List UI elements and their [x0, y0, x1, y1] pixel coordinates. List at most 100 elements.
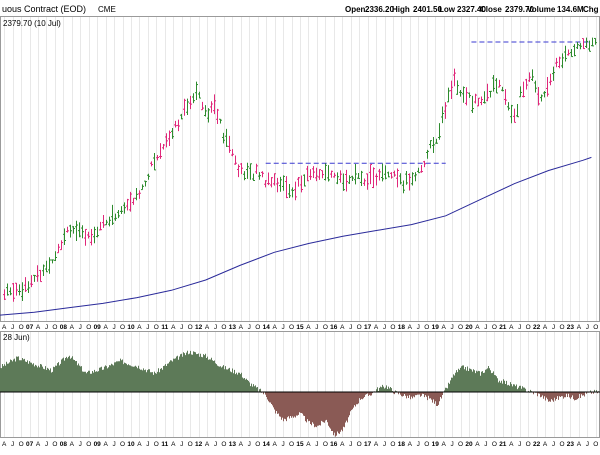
x-tick-label: J: [11, 324, 14, 331]
price-bar: [549, 73, 552, 86]
price-bar: [333, 172, 336, 178]
x-tick-label: A: [441, 441, 446, 448]
price-bar: [237, 164, 240, 178]
price-bar: [537, 87, 540, 106]
indicator-grid: [4, 332, 597, 437]
price-bar: [294, 181, 297, 201]
x-tick-label: J: [281, 441, 284, 448]
price-bar: [591, 37, 594, 47]
x-tick-label: A: [70, 324, 75, 331]
x-tick-label: A: [475, 324, 480, 331]
price-bar: [117, 209, 120, 219]
price-bar: [177, 119, 180, 132]
x-tick-label: 07: [26, 324, 34, 331]
price-bar: [546, 77, 549, 97]
x-tick-label: A: [543, 324, 548, 331]
x-tick-label: J: [79, 324, 82, 331]
x-tick-label: A: [340, 324, 345, 331]
price-bar: [132, 197, 135, 205]
x-tick-label: O: [154, 324, 159, 331]
moving-average-line: [0, 156, 592, 316]
chart-title: uous Contract (EOD): [2, 4, 86, 14]
x-tick-label: 08: [60, 324, 68, 331]
x-tick-label: O: [19, 324, 24, 331]
price-bar: [465, 87, 468, 106]
moving-average-layer: [0, 156, 592, 316]
price-bar: [435, 138, 438, 144]
price-bar: [192, 93, 195, 104]
x-tick-label: O: [289, 441, 294, 448]
price-bar: [114, 213, 117, 221]
low-label: Low: [439, 5, 456, 14]
x-tick-label: O: [559, 441, 564, 448]
price-bar: [39, 269, 42, 283]
x-tick-label: O: [424, 441, 429, 448]
price-bar: [129, 191, 132, 212]
price-bar: [360, 170, 363, 187]
x-tick-label: O: [458, 441, 463, 448]
x-tick-label: J: [248, 441, 251, 448]
price-bar: [42, 264, 45, 277]
price-bar: [543, 91, 546, 98]
x-tick-label: J: [552, 324, 555, 331]
price-bar: [162, 144, 165, 150]
price-bar: [501, 86, 504, 92]
price-bar: [207, 108, 210, 123]
price-bar: [375, 173, 378, 186]
x-tick-label: J: [450, 324, 453, 331]
x-tick-label: O: [52, 324, 57, 331]
x-tick-label: A: [408, 324, 413, 331]
x-tick-label: 16: [330, 324, 338, 331]
price-bar: [66, 226, 69, 233]
price-bar: [48, 257, 51, 274]
price-bar: [552, 66, 555, 81]
price-bar: [432, 137, 435, 154]
x-tick-label: 08: [60, 441, 68, 448]
price-bar: [357, 172, 360, 180]
x-tick-label: J: [417, 441, 420, 448]
price-bar: [63, 228, 66, 245]
price-bar: [534, 80, 537, 93]
x-tick-label: A: [36, 441, 41, 448]
x-tick-label: A: [137, 441, 142, 448]
x-tick-label: 14: [263, 441, 271, 448]
price-bar: [342, 173, 345, 191]
price-bar: [321, 170, 324, 179]
price-bar: [243, 171, 246, 181]
low-value: 2327.40: [457, 5, 486, 14]
price-bar: [198, 91, 201, 99]
price-bar: [480, 96, 483, 106]
x-tick-label: 23: [567, 324, 575, 331]
price-bar: [399, 173, 402, 185]
price-bar: [267, 172, 270, 186]
high-label: High: [392, 5, 410, 14]
x-tick-label: J: [281, 324, 284, 331]
price-bar: [285, 176, 288, 199]
x-tick-label: J: [146, 441, 149, 448]
x-tick-label: O: [52, 441, 57, 448]
price-bar: [300, 175, 303, 193]
x-tick-label: O: [458, 324, 463, 331]
price-bar: [258, 172, 261, 180]
x-tick-label: A: [475, 441, 480, 448]
price-bar: [516, 103, 519, 118]
price-bar: [573, 44, 576, 57]
price-bar: [273, 173, 276, 186]
price-bar: [120, 206, 123, 215]
x-tick-label: 17: [364, 441, 372, 448]
close-label: Close: [480, 5, 502, 14]
price-bar: [222, 132, 225, 144]
x-tick-label: 21: [499, 324, 507, 331]
price-bar: [12, 282, 15, 302]
x-tick-label: 23: [567, 441, 575, 448]
chg-label: Chg: [583, 5, 599, 14]
price-bar: [186, 98, 189, 116]
x-tick-label: O: [188, 324, 193, 331]
price-bar: [204, 105, 207, 117]
price-bar: [261, 171, 264, 178]
price-bar: [417, 167, 420, 174]
price-bar: [264, 180, 267, 188]
x-tick-label: 19: [432, 441, 440, 448]
price-bar: [564, 45, 567, 62]
x-tick-label: J: [79, 441, 82, 448]
